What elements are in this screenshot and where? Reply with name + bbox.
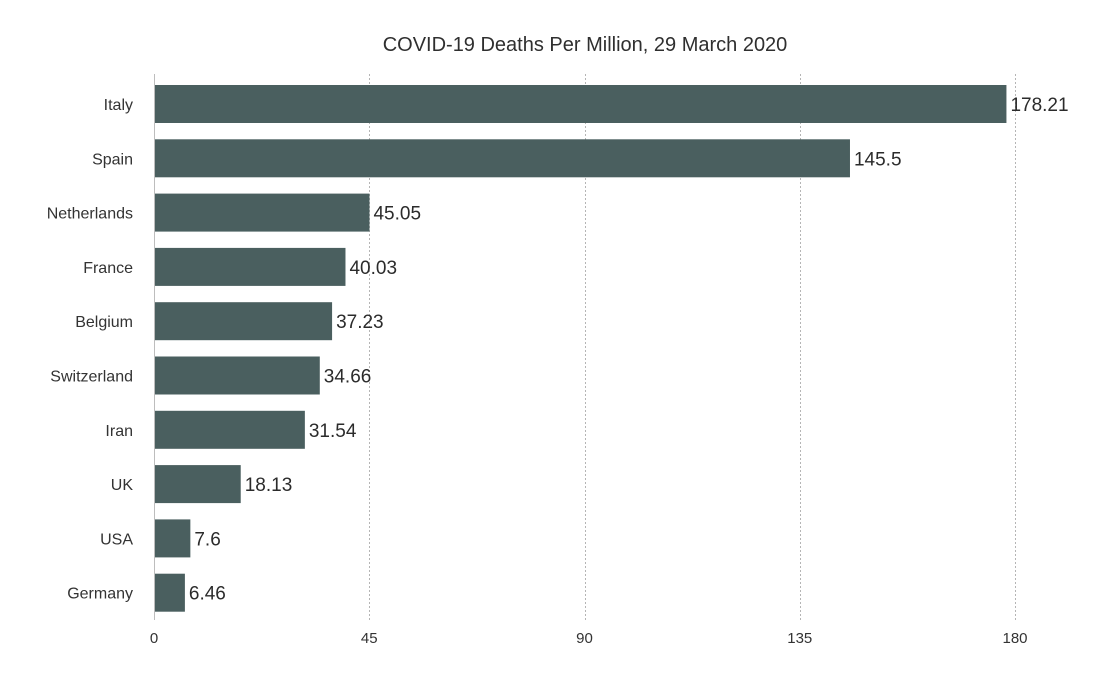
- x-tick-label: 90: [576, 630, 593, 647]
- value-label: 37.23: [336, 312, 384, 333]
- chart-title: COVID-19 Deaths Per Million, 29 March 20…: [383, 34, 788, 56]
- value-label: 7.6: [194, 529, 220, 550]
- value-label: 31.54: [309, 421, 357, 442]
- bar-spain: [155, 139, 850, 178]
- category-label: Iran: [105, 423, 133, 440]
- bar-netherlands: [155, 193, 370, 232]
- value-label: 178.21: [1010, 95, 1068, 116]
- value-label: 18.13: [245, 475, 293, 496]
- bar-usa: [155, 519, 191, 558]
- category-label: Spain: [92, 151, 133, 168]
- category-label: UK: [111, 477, 134, 494]
- x-tick-label: 45: [361, 630, 378, 647]
- value-label: 40.03: [349, 258, 397, 279]
- bar-belgium: [155, 302, 333, 341]
- bar-switzerland: [155, 356, 320, 395]
- category-label: Italy: [104, 97, 133, 114]
- x-tick-label: 180: [1002, 630, 1027, 647]
- value-label: 6.46: [189, 584, 226, 605]
- labels: Italy 178.21 Spain 145.5 Netherlands 45.05 Fra…: [47, 95, 1069, 605]
- category-label: France: [83, 260, 133, 277]
- value-label: 45.05: [373, 204, 421, 225]
- bar-france: [155, 247, 346, 286]
- bar-germany: [155, 573, 185, 612]
- x-tick-label: 135: [787, 630, 812, 647]
- value-label: 34.66: [324, 367, 372, 388]
- category-label: USA: [100, 531, 133, 548]
- category-label: Netherlands: [47, 206, 133, 223]
- bar-uk: [155, 465, 241, 504]
- gridlines: [154, 74, 1016, 620]
- bar-iran: [155, 410, 305, 449]
- category-label: Belgium: [75, 314, 133, 331]
- value-label: 145.5: [854, 149, 902, 170]
- bar-italy: [155, 85, 1007, 123]
- bars: [155, 85, 1007, 612]
- category-label: Switzerland: [50, 369, 133, 386]
- x-tick-label: 0: [150, 630, 158, 647]
- category-label: Germany: [67, 586, 133, 603]
- x-axis-ticks: 0 45 90 135 180: [150, 630, 1028, 647]
